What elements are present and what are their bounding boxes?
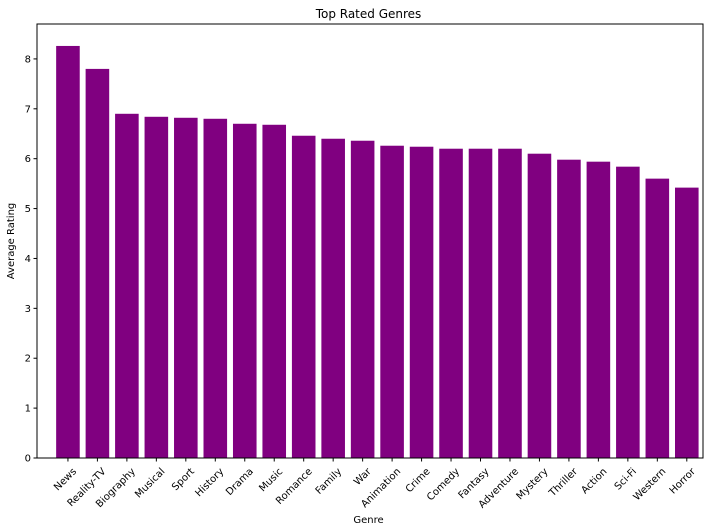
bar-war [350,140,375,459]
bar-family [321,138,345,459]
bar-musical [144,116,169,458]
bar-romance [291,135,316,459]
bar-action [586,161,611,458]
y-tick-label: 6 [25,154,31,165]
x-tick-label: Family [314,466,345,497]
x-tick-label: Western [632,466,669,503]
y-tick-label: 4 [25,254,31,265]
y-tick-label: 7 [25,104,31,115]
x-tick-label: Action [580,466,610,496]
x-tick-label: Mystery [515,466,551,502]
bar-reality-tv [85,68,110,459]
bar-news [56,45,80,458]
x-axis-title: Genre [353,515,383,526]
x-tick-label: Musical [133,466,167,500]
bar-comedy [439,148,463,458]
x-tick-label: Comedy [425,466,462,503]
y-tick-label: 1 [25,404,31,415]
x-tick-label: News [52,466,79,493]
bar-western [645,178,670,458]
y-axis-ticks: 0 1 2 3 4 5 6 7 8 [25,54,37,465]
bar-crime [409,146,434,458]
bar-sport [174,117,198,458]
y-axis-title: Average Rating [6,203,17,279]
y-tick-label: 3 [25,304,31,315]
x-tick-label: Horror [668,466,699,497]
bar-sci-fi [616,166,640,459]
bar-mystery [527,153,552,458]
y-tick-label: 8 [25,54,31,65]
x-tick-label: Crime [404,466,433,495]
x-tick-label: Drama [224,466,256,498]
y-tick-label: 0 [25,454,31,465]
x-tick-label: Thriller [547,466,581,500]
bar-thriller [557,159,581,458]
bar-animation [380,145,404,458]
bar-history [203,118,228,458]
bar-biography [115,113,139,458]
plot-frame [36,23,704,459]
bars-group [56,45,699,459]
x-tick-label: History [193,466,226,499]
chart-title: Top Rated Genres [315,7,422,21]
bar-music [262,124,287,459]
y-tick-label: 2 [25,354,31,365]
x-tick-label: Music [257,466,285,494]
y-tick-label: 5 [25,204,31,215]
x-tick-label: War [352,466,374,488]
bar-fantasy [468,148,493,458]
bar-horror [675,187,699,458]
bar-adventure [498,148,522,458]
x-tick-label: Sport [170,466,197,493]
x-tick-label: Sci-Fi [613,466,639,492]
bar-drama [232,123,257,459]
